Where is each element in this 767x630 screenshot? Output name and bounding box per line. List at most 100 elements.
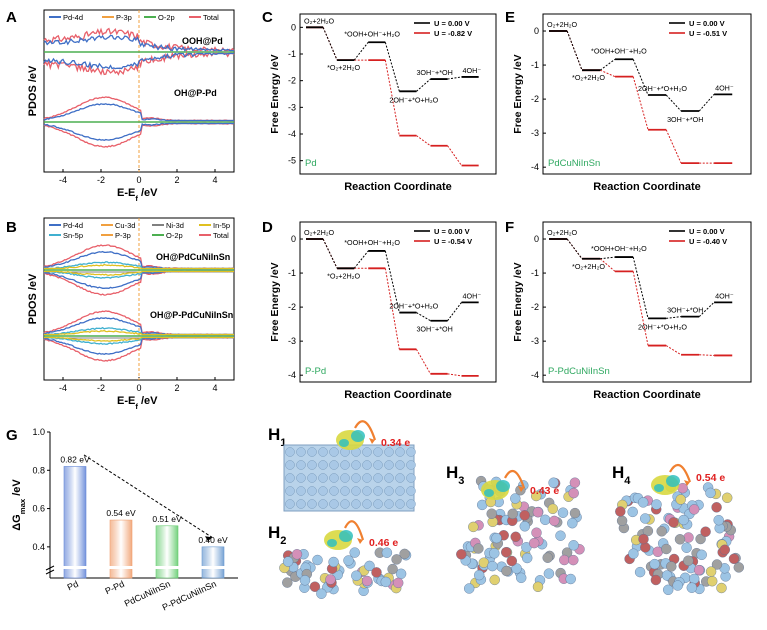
y-tick-label: -4	[531, 370, 539, 380]
atom	[285, 460, 295, 470]
x-tick-label: -4	[59, 383, 67, 393]
panel-letter-G: G	[6, 427, 18, 444]
atom	[565, 573, 576, 585]
structure-H2: H2 0.46 e	[268, 520, 412, 599]
y-tick-label: 0	[291, 22, 296, 32]
atom	[362, 473, 372, 483]
atom	[547, 503, 558, 514]
bar-panel-G: 0.4 0.6 0.8 1.0 ΔGmax /eV 0.82 eV Pd 0.54 eV P-P…	[11, 427, 238, 613]
atom	[711, 502, 722, 513]
atom	[678, 514, 689, 526]
y-tick-label: -2	[531, 94, 539, 104]
bar-break	[109, 566, 133, 569]
atom	[668, 517, 679, 528]
atom	[711, 559, 723, 570]
atom	[683, 532, 694, 543]
legend-label: Ni-3d	[166, 221, 184, 230]
atom	[642, 525, 654, 537]
atom	[569, 477, 581, 488]
atom	[351, 499, 361, 509]
atom	[384, 460, 394, 470]
y-tick-label: -2	[288, 76, 296, 86]
atom	[519, 510, 530, 521]
atom	[491, 532, 502, 544]
charge-value: 0.46 e	[369, 537, 398, 549]
energy-connector	[600, 256, 616, 260]
bar-P-PdCuNiInSn	[201, 546, 225, 579]
atom	[395, 460, 405, 470]
charge-density-lobe	[327, 539, 337, 547]
panel-letter-C: C	[262, 9, 273, 26]
energy-connector	[665, 129, 682, 164]
y-tick-label: 0	[534, 26, 539, 36]
energy-connector	[416, 135, 431, 147]
trend-arrow-head	[205, 536, 212, 542]
atom	[373, 486, 383, 496]
atom	[705, 566, 717, 577]
atom	[568, 554, 579, 566]
energy-connector	[632, 256, 649, 319]
panel-letter-B: B	[6, 219, 17, 236]
y-tick-label: -3	[288, 336, 296, 346]
charge-transfer-arrowhead	[684, 480, 690, 486]
free-energy-panel-D: 0 -1 -2 -3 -4 Reaction Coordinate Free Energy …	[269, 221, 497, 401]
atom	[705, 487, 716, 499]
y-tick-label: -1	[531, 268, 539, 278]
atom	[683, 555, 694, 566]
x-tick-label: 4	[212, 383, 217, 393]
step-label: *O₂+2H₂O	[572, 73, 605, 82]
atom	[406, 486, 416, 496]
structure-H1: H1 0.34 e	[268, 420, 416, 512]
catalyst-label: P-Pd	[305, 366, 326, 377]
atom	[615, 506, 626, 517]
energy-connector	[665, 345, 682, 356]
atom	[340, 460, 350, 470]
catalyst-label: PdCuNiInSn	[548, 158, 600, 169]
atom	[307, 473, 317, 483]
annotation: OOH@Pd	[182, 36, 223, 46]
energy-connector	[384, 60, 400, 136]
atom	[728, 553, 740, 564]
charge-density-lobe	[339, 530, 353, 542]
energy-connector	[384, 250, 400, 313]
charge-transfer-arrowhead	[369, 438, 375, 444]
trend-arrow	[83, 454, 213, 538]
structure-label: H2	[268, 523, 286, 547]
legend-label: P-3p	[115, 231, 131, 240]
legend-label: In-5p	[213, 221, 230, 230]
legend-label: Pd-4d	[63, 13, 83, 22]
atom	[638, 533, 649, 545]
bar-break	[201, 566, 225, 569]
step-label: *OOH+OH⁻+H₂O	[344, 238, 400, 247]
step-label: O₂+2H₂O	[547, 228, 578, 237]
atom	[557, 507, 569, 518]
atom	[722, 492, 733, 503]
atom	[663, 584, 674, 595]
atom	[638, 497, 649, 508]
bar-value-label: 0.82 eV	[60, 454, 90, 464]
step-label: 4OH⁻	[463, 66, 482, 75]
energy-connector	[416, 349, 431, 375]
x-tick-label: 0	[136, 383, 141, 393]
y-tick-label: -4	[288, 370, 296, 380]
step-label: *O₂+2H₂O	[327, 271, 360, 280]
charge-transfer-arrowhead	[357, 538, 363, 544]
atom	[384, 499, 394, 509]
atom	[489, 548, 500, 559]
atom	[343, 555, 354, 566]
atom	[373, 499, 383, 509]
atom	[384, 486, 394, 496]
y-tick-label: -3	[531, 336, 539, 346]
atom	[507, 508, 518, 519]
atom	[395, 473, 405, 483]
energy-connector	[632, 59, 649, 96]
legend-label: Sn-5p	[63, 231, 83, 240]
atom	[522, 552, 533, 564]
atom	[296, 447, 306, 457]
atom	[531, 527, 542, 538]
bar-value-label: 0.54 eV	[106, 508, 136, 518]
pdos-panel-A: -4 -2 0 2 4 E-Ef /eV PDOS /eV Pd-4d P-3p O-2p Tota…	[27, 9, 235, 203]
step-label: 3OH⁻+*OH	[416, 325, 452, 334]
charge-density-lobe	[496, 480, 510, 492]
legend-label: Cu-3d	[115, 221, 135, 230]
